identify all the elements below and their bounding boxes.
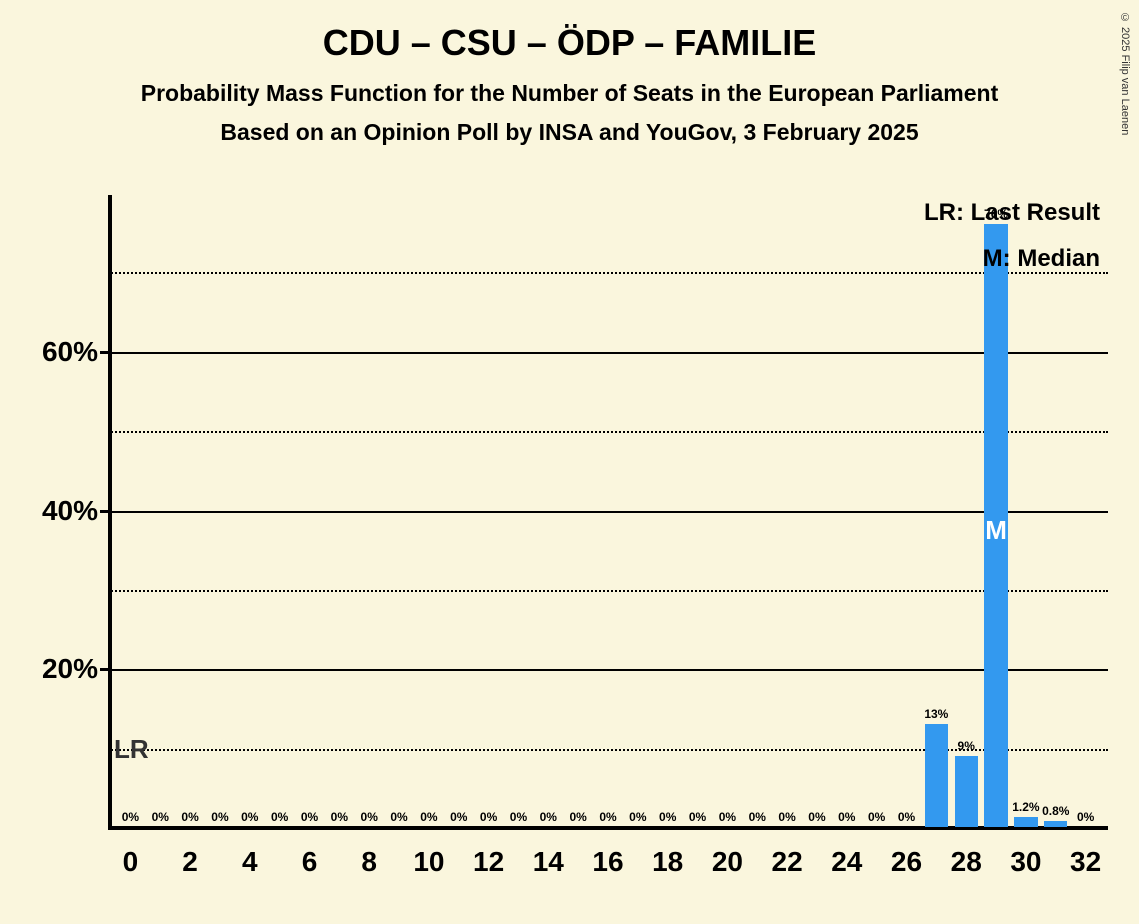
bar-value-label: 0% xyxy=(838,810,855,824)
bar-value-label: 0.8% xyxy=(1042,804,1069,818)
bar-value-label: 0% xyxy=(599,810,616,824)
x-tick-label: 18 xyxy=(652,846,683,878)
x-tick-label: 20 xyxy=(712,846,743,878)
chart-subtitle2: Based on an Opinion Poll by INSA and You… xyxy=(0,107,1139,146)
bar-value-label: 0% xyxy=(749,810,766,824)
bar-value-label: 0% xyxy=(480,810,497,824)
bar-value-label: 0% xyxy=(211,810,228,824)
bar-value-label: 0% xyxy=(719,810,736,824)
copyright-text: © 2025 Filip van Laenen xyxy=(1119,12,1131,135)
y-tick-label: 40% xyxy=(23,495,98,527)
bar-value-label: 0% xyxy=(420,810,437,824)
x-tick-label: 30 xyxy=(1010,846,1041,878)
x-tick-label: 14 xyxy=(533,846,564,878)
x-tick-label: 0 xyxy=(123,846,139,878)
bar-value-label: 0% xyxy=(361,810,378,824)
x-tick-label: 2 xyxy=(182,846,198,878)
bar-value-label: 0% xyxy=(271,810,288,824)
bar xyxy=(925,724,948,827)
chart-title: CDU – CSU – ÖDP – FAMILIE xyxy=(0,0,1139,64)
x-tick-label: 26 xyxy=(891,846,922,878)
bar-value-label: 0% xyxy=(301,810,318,824)
x-tick-label: 6 xyxy=(302,846,318,878)
bar xyxy=(1044,821,1067,827)
bar xyxy=(1014,817,1037,827)
bar-value-label: 0% xyxy=(868,810,885,824)
chart-plot-area: 20%40%60%024681012141618202224262830320%… xyxy=(108,195,1108,830)
bar-value-label: 0% xyxy=(659,810,676,824)
bar-value-label: 1.2% xyxy=(1012,800,1039,814)
grid-minor xyxy=(108,272,1108,274)
x-tick-label: 12 xyxy=(473,846,504,878)
bar-value-label: 0% xyxy=(181,810,198,824)
y-tick-label: 60% xyxy=(23,336,98,368)
bar-value-label: 0% xyxy=(331,810,348,824)
bar-value-label: 0% xyxy=(808,810,825,824)
chart-container: CDU – CSU – ÖDP – FAMILIE Probability Ma… xyxy=(0,0,1139,924)
grid-major xyxy=(108,511,1108,513)
y-tick xyxy=(100,668,108,671)
x-tick-label: 28 xyxy=(951,846,982,878)
bar-value-label: 0% xyxy=(450,810,467,824)
bar-value-label: 0% xyxy=(898,810,915,824)
bar-value-label: 9% xyxy=(958,739,975,753)
grid-minor xyxy=(108,431,1108,433)
lr-marker: LR xyxy=(114,734,149,765)
grid-minor xyxy=(108,590,1108,592)
median-marker: M xyxy=(985,515,1007,546)
grid-major xyxy=(108,669,1108,671)
x-tick-label: 10 xyxy=(413,846,444,878)
bar-value-label: 0% xyxy=(629,810,646,824)
bar xyxy=(955,756,978,827)
y-tick-label: 20% xyxy=(23,653,98,685)
x-tick-label: 22 xyxy=(772,846,803,878)
x-tick-label: 4 xyxy=(242,846,258,878)
bar-value-label: 0% xyxy=(152,810,169,824)
bar-value-label: 0% xyxy=(390,810,407,824)
legend-last-result: LR: Last Result xyxy=(924,199,1100,227)
bar-value-label: 0% xyxy=(689,810,706,824)
bar-value-label: 0% xyxy=(122,810,139,824)
chart-subtitle: Probability Mass Function for the Number… xyxy=(0,64,1139,107)
x-tick-label: 24 xyxy=(831,846,862,878)
bar-value-label: 0% xyxy=(510,810,527,824)
y-tick xyxy=(100,351,108,354)
bar-value-label: 13% xyxy=(924,707,948,721)
bar-value-label: 0% xyxy=(241,810,258,824)
x-tick-label: 8 xyxy=(361,846,377,878)
bar-value-label: 0% xyxy=(540,810,557,824)
grid-major xyxy=(108,352,1108,354)
bar-value-label: 0% xyxy=(1077,810,1094,824)
x-tick-label: 16 xyxy=(592,846,623,878)
bar-value-label: 0% xyxy=(569,810,586,824)
x-tick-label: 32 xyxy=(1070,846,1101,878)
y-axis xyxy=(108,195,112,830)
bar-value-label: 0% xyxy=(778,810,795,824)
y-tick xyxy=(100,510,108,513)
legend-median: M: Median xyxy=(983,245,1100,273)
